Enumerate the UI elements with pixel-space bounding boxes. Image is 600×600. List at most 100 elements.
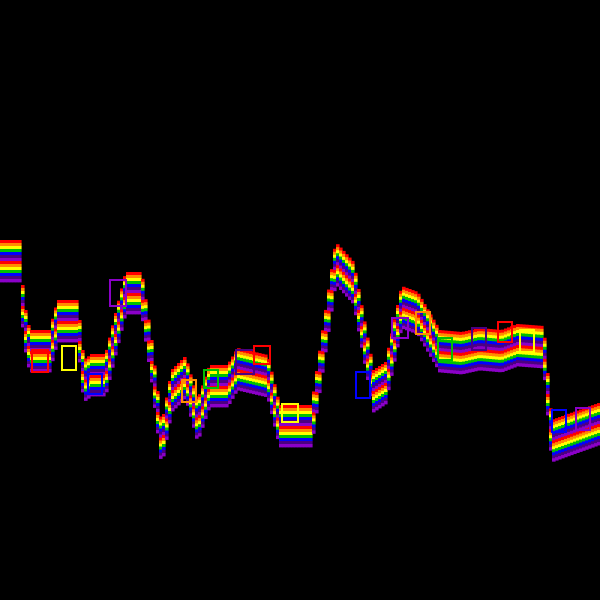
ribbon-stripe [498,350,502,355]
ribbon-stripe [162,435,166,439]
ribbon-stripe [465,330,469,335]
ribbon-stripe [360,311,364,315]
ribbon-stripe [24,331,28,335]
ribbon-stripe [291,426,295,430]
ribbon-slice [6,240,10,283]
ribbon-stripe [570,427,574,432]
ribbon-stripe [264,384,268,388]
ribbon-stripe [168,414,172,418]
ribbon-stripe [495,344,499,348]
ribbon-stripe [429,344,433,348]
ribbon-stripe [69,309,73,313]
ribbon-stripe [201,421,205,425]
ribbon-stripe [528,324,532,329]
ribbon-stripe [519,324,523,328]
ribbon-stripe [393,334,397,338]
ribbon-stripe [270,407,274,412]
ribbon-slice [15,240,19,283]
ribbon-stripe [393,328,397,332]
ribbon-stripe [177,372,181,376]
ribbon-slice [201,385,205,428]
ribbon-stripe [225,389,229,393]
ribbon-box-ornament [415,311,431,335]
ribbon-stripe [0,267,4,271]
ribbon-stripe [162,414,166,418]
ribbon-stripe [354,272,358,277]
ribbon-stripe [402,310,406,315]
ribbon-stripe [27,337,31,341]
ribbon-stripe [255,379,259,383]
ribbon-stripe [72,318,76,322]
ribbon-stripe [426,348,430,352]
ribbon-stripe [558,423,562,427]
ribbon-stripe [3,258,7,262]
ribbon-stripe [363,339,367,343]
ribbon-slice [546,373,550,416]
ribbon-stripe [462,343,466,347]
ribbon-stripe [336,244,340,248]
ribbon-stripe [204,388,208,393]
ribbon-stripe [225,383,229,387]
ribbon-stripe [342,277,346,282]
ribbon-stripe [345,263,349,267]
ribbon-stripe [138,299,142,303]
ribbon-stripe [222,371,226,375]
ribbon-stripe [495,350,499,354]
ribbon-stripe [69,300,73,304]
ribbon-stripe [402,313,406,318]
ribbon-stripe [585,410,589,414]
ribbon-stripe [381,376,385,380]
ribbon-stripe [465,357,469,362]
ribbon-slice [63,300,67,343]
ribbon-stripe [27,349,31,353]
ribbon-stripe [432,343,436,348]
ribbon-stripe [459,346,463,351]
ribbon-stripe [423,325,427,329]
ribbon-stripe [417,317,421,322]
ribbon-stripe [540,325,544,330]
ribbon-stripe [153,377,157,381]
ribbon-stripe [411,329,415,333]
ribbon-stripe [597,421,600,425]
ribbon-stripe [594,437,598,441]
ribbon-stripe [576,440,580,444]
ribbon-stripe [246,377,250,381]
ribbon-stripe [135,296,139,300]
ribbon-stripe [198,397,202,401]
ribbon-stripe [543,370,547,375]
ribbon-stripe [279,426,283,430]
ribbon-stripe [279,444,283,448]
ribbon-stripe [585,440,589,444]
ribbon-stripe [120,312,124,316]
ribbon-stripe [522,333,526,337]
ribbon-stripe [138,290,142,294]
ribbon-stripe [84,379,88,383]
ribbon-stripe [360,332,364,336]
ribbon-stripe [327,301,331,305]
ribbon-stripe [3,276,7,280]
ribbon-stripe [324,336,328,341]
ribbon-stripe [387,347,391,352]
ribbon-stripe [573,447,577,452]
ribbon-stripe [597,442,600,446]
ribbon-stripe [135,311,139,315]
ribbon-stripe [174,372,178,376]
ribbon-stripe [60,339,64,343]
ribbon-stripe [291,435,295,439]
ribbon-stripe [417,311,421,316]
ribbon-stripe [30,330,34,334]
ribbon-stripe [69,318,73,322]
ribbon-stripe [318,386,322,391]
ribbon-stripe [570,445,574,450]
ribbon-stripe [444,351,448,355]
ribbon-stripe [417,302,421,307]
ribbon-slice [108,337,112,380]
ribbon-stripe [525,348,529,353]
ribbon-stripe [543,337,547,342]
ribbon-stripe [246,356,250,360]
ribbon-stripe [471,350,475,354]
ribbon-stripe [282,408,286,412]
ribbon-stripe [321,351,325,355]
ribbon-stripe [270,410,274,415]
ribbon-stripe [498,338,502,343]
